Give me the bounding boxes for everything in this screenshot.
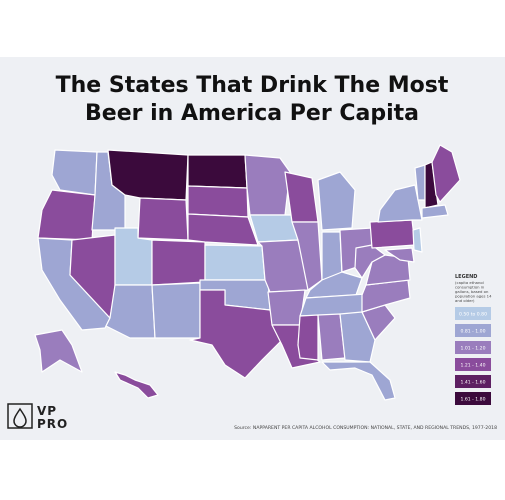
state [377,184,423,223]
state [114,371,159,399]
state [384,247,415,263]
logo-box [7,403,33,429]
state [369,219,416,249]
title-line: Beer in America Per Capita [85,101,419,126]
state [151,239,206,286]
legend-label: 1.21 - 1.40 [460,362,485,368]
legend-text: population ages 14 [455,294,492,299]
legend-swatch [455,392,491,405]
state [421,204,449,219]
state [187,154,248,189]
state [244,154,291,216]
legend-swatch [455,375,491,388]
source: Source: NAPPARENT PER CAPITA ALCOHOL CON… [234,425,497,431]
legend-swatch [455,324,491,337]
state [137,197,189,241]
title-line: The States That Drink The Most [56,73,449,98]
state [249,214,299,243]
state [187,213,259,246]
legend-label: 1.41 - 1.60 [460,379,485,385]
legend-text: (capita ethanol [455,280,484,285]
state [34,329,83,373]
state [291,221,323,291]
state [339,311,376,363]
legend-text: consumption in [455,285,485,290]
state [431,144,461,203]
state [189,289,283,379]
state [297,314,319,361]
logo-text: PRO [37,417,68,431]
legend-title: LEGEND [455,274,477,280]
state [187,185,249,218]
legend-text: gallons, based on [455,289,489,294]
state [317,171,356,231]
state [412,227,423,253]
logo-drop [13,407,27,428]
legend-swatch [455,307,491,320]
state [204,244,266,281]
legend: LEGEND (capita ethanol consumption in ga… [455,274,492,405]
us-map [34,144,461,401]
logo: VP PRO [7,403,68,431]
legend-text: and older) [455,298,475,303]
legend-label: 1.61 - 1.80 [460,396,485,402]
legend-label: 0.50 to 0.80 [459,311,487,317]
state [51,149,98,196]
legend-swatch [455,358,491,371]
legend-label: 0.81 - 1.00 [460,328,485,334]
state [424,161,439,209]
state [321,361,396,401]
legend-swatch [455,341,491,354]
state [105,284,156,339]
legend-bins: 0.50 to 0.80 0.81 - 1.00 1.01 - 1.20 1.21 -… [455,307,491,405]
legend-label: 1.01 - 1.20 [460,345,485,351]
logo-text: VP [37,404,57,418]
state [151,282,201,339]
